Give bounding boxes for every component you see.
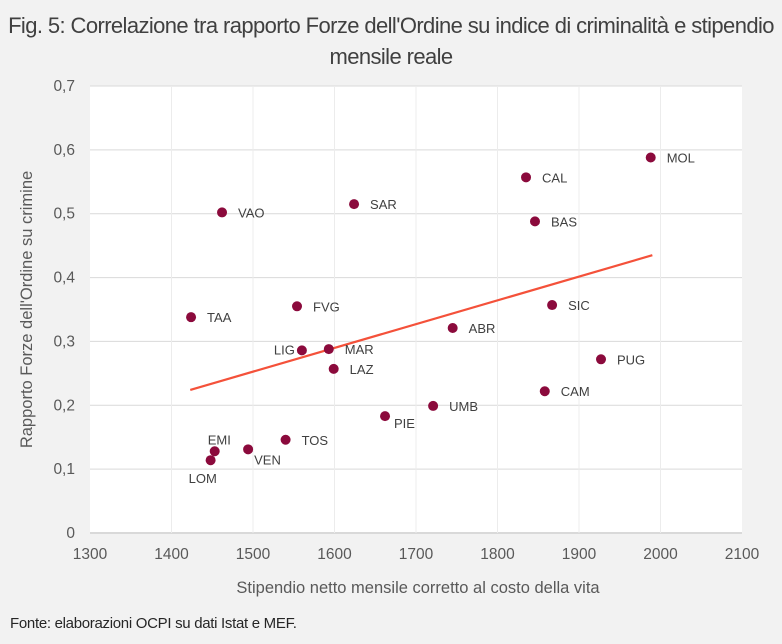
- x-tick-label: 1500: [236, 546, 271, 563]
- data-point-mar: [323, 344, 334, 355]
- data-point-pug: [596, 354, 607, 365]
- point-label-mol: MOL: [667, 151, 695, 166]
- x-tick-label: 1400: [154, 546, 189, 563]
- data-point-cal: [521, 172, 532, 183]
- point-label-emi: EMI: [208, 432, 231, 447]
- point-label-sic: SIC: [568, 298, 590, 313]
- y-tick-label: 0,5: [53, 206, 75, 223]
- x-tick-label: 2100: [725, 546, 760, 563]
- point-label-lig: LIG: [274, 342, 295, 357]
- data-point-taa: [186, 312, 197, 323]
- x-tick-label: 1900: [562, 546, 597, 563]
- x-axis-title: Stipendio netto mensile corretto al cost…: [236, 579, 600, 597]
- point-label-pie: PIE: [394, 416, 415, 431]
- x-tick-label: 1700: [399, 546, 434, 563]
- y-tick-label: 0,6: [53, 142, 75, 159]
- data-point-pie: [380, 411, 391, 422]
- point-label-laz: LAZ: [350, 362, 374, 377]
- data-point-abr: [447, 323, 458, 334]
- data-point-emi: [209, 446, 220, 457]
- point-label-cam: CAM: [561, 384, 590, 399]
- data-point-mol: [645, 152, 656, 163]
- chart-title: Fig. 5: Correlazione tra rapporto Forze …: [8, 13, 774, 69]
- point-label-abr: ABR: [469, 321, 496, 336]
- data-point-cam: [539, 386, 550, 397]
- x-tick-label: 1600: [317, 546, 352, 563]
- data-point-laz: [328, 363, 339, 374]
- x-tick-label: 1300: [73, 546, 108, 563]
- data-point-ven: [243, 444, 254, 455]
- data-point-vao: [217, 207, 228, 218]
- point-label-lom: LOM: [189, 471, 217, 486]
- x-tick-label: 2000: [643, 546, 678, 563]
- y-axis-title: Rapporto Forze dell'Ordine su crimine: [18, 171, 36, 448]
- data-point-tos: [280, 434, 291, 445]
- data-point-sic: [547, 300, 558, 311]
- point-label-fvg: FVG: [313, 299, 340, 314]
- y-tick-label: 0,3: [53, 333, 75, 350]
- data-point-lom: [205, 455, 216, 466]
- data-point-fvg: [292, 301, 303, 312]
- data-point-lig: [296, 345, 307, 356]
- y-tick-label: 0,7: [53, 78, 75, 95]
- y-tick-label: 0,2: [53, 397, 75, 414]
- point-label-tos: TOS: [302, 433, 329, 448]
- point-label-bas: BAS: [551, 214, 577, 229]
- point-label-ven: VEN: [254, 452, 281, 467]
- point-label-sar: SAR: [370, 197, 397, 212]
- data-point-sar: [349, 199, 360, 210]
- x-tick-label: 1800: [480, 546, 515, 563]
- data-point-bas: [529, 216, 540, 227]
- point-label-mar: MAR: [345, 342, 374, 357]
- y-tick-label: 0: [66, 525, 75, 542]
- trendline: [189, 254, 653, 392]
- point-label-pug: PUG: [617, 352, 645, 367]
- point-label-vao: VAO: [238, 205, 265, 220]
- point-label-umb: UMB: [449, 399, 478, 414]
- point-label-taa: TAA: [207, 310, 232, 325]
- source-note: Fonte: elaborazioni OCPI su dati Istat e…: [10, 615, 297, 632]
- point-label-cal: CAL: [542, 170, 567, 185]
- y-tick-label: 0,4: [53, 270, 75, 287]
- y-tick-label: 0,1: [53, 461, 75, 478]
- data-point-umb: [428, 400, 439, 411]
